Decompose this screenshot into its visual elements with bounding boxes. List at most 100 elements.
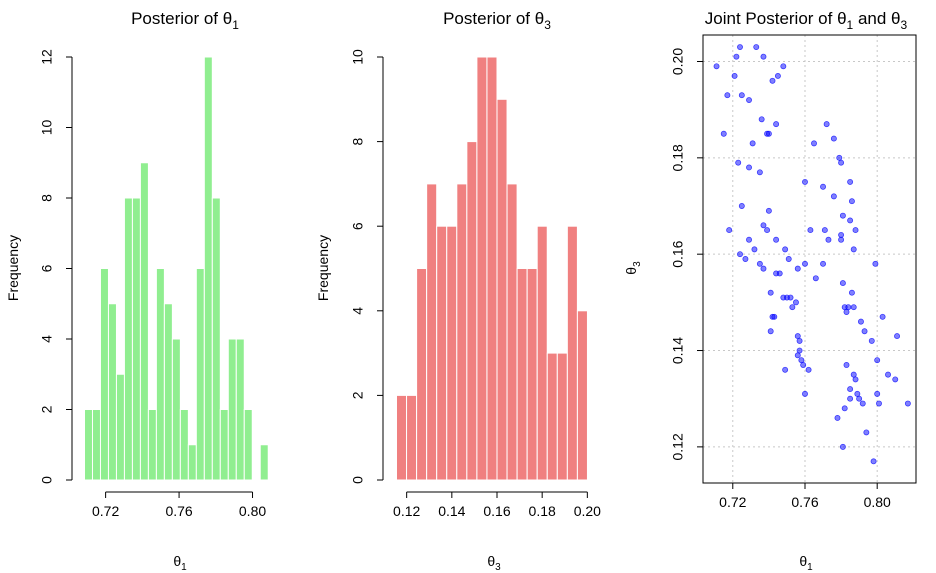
joint-point (756, 260, 763, 267)
joint-point (847, 386, 854, 393)
joint-point (760, 53, 767, 60)
joint-point (793, 299, 799, 306)
theta3-bar (406, 394, 418, 481)
theta3-bars (396, 56, 588, 481)
joint-point (825, 236, 832, 243)
theta1-bar (84, 409, 93, 481)
joint-point (769, 77, 776, 84)
theta1-bar (235, 338, 245, 481)
theta1-bar (115, 373, 125, 481)
joint-point (773, 121, 780, 128)
joint-point (760, 265, 767, 272)
joint-point (838, 231, 845, 238)
joint-y-tick-label: 0.20 (670, 48, 686, 75)
joint-point (789, 304, 796, 311)
theta1-bar (227, 338, 237, 481)
theta1-x-tick-label: 0.76 (165, 503, 192, 519)
theta3-y-tick-label: 8 (350, 137, 366, 145)
joint-point (753, 44, 760, 50)
theta1-bars (84, 56, 269, 481)
theta3-y-tick-label: 10 (350, 49, 366, 65)
joint-point (764, 227, 771, 234)
joint-point (765, 130, 772, 137)
theta3-y-tick-label: 0 (350, 476, 366, 484)
joint-point (780, 63, 787, 70)
joint-y-tick-label: 0.18 (670, 144, 686, 171)
theta1-bar (243, 409, 253, 481)
joint-point (838, 236, 845, 243)
joint-point (812, 275, 819, 282)
joint-point (737, 44, 743, 50)
joint-point (811, 140, 817, 147)
theta1-x-tick-label: 0.72 (92, 503, 119, 519)
joint-point (885, 371, 891, 378)
joint-point (767, 328, 774, 335)
theta3-bar (516, 268, 528, 481)
joint-point (830, 193, 837, 200)
theta1-bar (123, 197, 133, 481)
theta1-bar (163, 303, 173, 481)
theta3-bar (396, 394, 408, 481)
theta1-histogram-title: Posterior of θ1 (131, 9, 239, 32)
joint-point (798, 357, 805, 364)
joint-point (794, 333, 801, 340)
theta3-bar (546, 352, 558, 481)
theta1-axes: 0.72 0.76 0.80 0 2 4 6 8 10 12 (39, 49, 267, 519)
joint-point (731, 72, 738, 79)
joint-point (782, 246, 789, 253)
joint-scatter: Joint Posterior of θ1 and θ3 θ1 θ3 0.72 0… (623, 9, 917, 573)
theta3-bar (476, 56, 488, 481)
joint-point (785, 256, 792, 262)
joint-point (756, 169, 763, 176)
joint-point (850, 371, 857, 378)
theta1-bar (107, 303, 117, 481)
theta1-y-tick-label: 10 (39, 120, 55, 136)
theta3-bar (436, 225, 448, 481)
joint-point (749, 140, 756, 147)
joint-point (760, 222, 767, 229)
joint-point (746, 97, 752, 103)
joint-point (839, 212, 846, 219)
joint-point (823, 121, 830, 128)
theta1-bar (91, 409, 101, 481)
joint-point (821, 227, 828, 234)
theta3-bar (446, 225, 458, 481)
joint-point (836, 154, 843, 161)
theta1-bar (99, 268, 109, 481)
joint-point (782, 366, 789, 373)
joint-point (800, 362, 807, 368)
joint-point (843, 309, 850, 315)
joint-x-tick-label: 0.72 (719, 494, 746, 510)
theta3-y-tick-label: 2 (350, 391, 366, 399)
joint-point (738, 92, 745, 99)
theta3-bar (486, 56, 498, 481)
theta1-bar (147, 409, 157, 481)
theta1-bar (219, 409, 229, 481)
joint-point (856, 395, 863, 402)
joint-point (874, 357, 881, 364)
theta3-y-axis-label: Frequency (315, 235, 331, 301)
theta3-bar (556, 352, 568, 481)
theta1-bar (195, 268, 205, 481)
theta3-bar (566, 225, 578, 481)
joint-point (879, 313, 886, 320)
joint-point (843, 362, 850, 368)
theta1-histogram: Posterior of θ1 θ1 Frequency 0.72 0.76 0.8… (5, 9, 269, 573)
joint-x-tick-label: 0.80 (864, 494, 891, 510)
joint-point (758, 116, 765, 123)
theta3-bar (466, 141, 478, 481)
theta3-x-tick-label: 0.20 (574, 503, 601, 519)
joint-point (751, 246, 758, 253)
joint-scatter-title: Joint Posterior of θ1 and θ3 (705, 9, 908, 32)
theta3-bar (456, 183, 468, 481)
joint-point (868, 337, 875, 344)
joint-point (872, 260, 879, 267)
theta1-y-axis-label: Frequency (5, 235, 21, 301)
joint-point (820, 260, 826, 267)
joint-point (876, 400, 882, 407)
joint-point (841, 405, 848, 412)
joint-point (796, 347, 803, 354)
theta1-y-tick-label: 8 (39, 194, 55, 202)
joint-point (904, 400, 911, 407)
joint-point (794, 352, 801, 359)
